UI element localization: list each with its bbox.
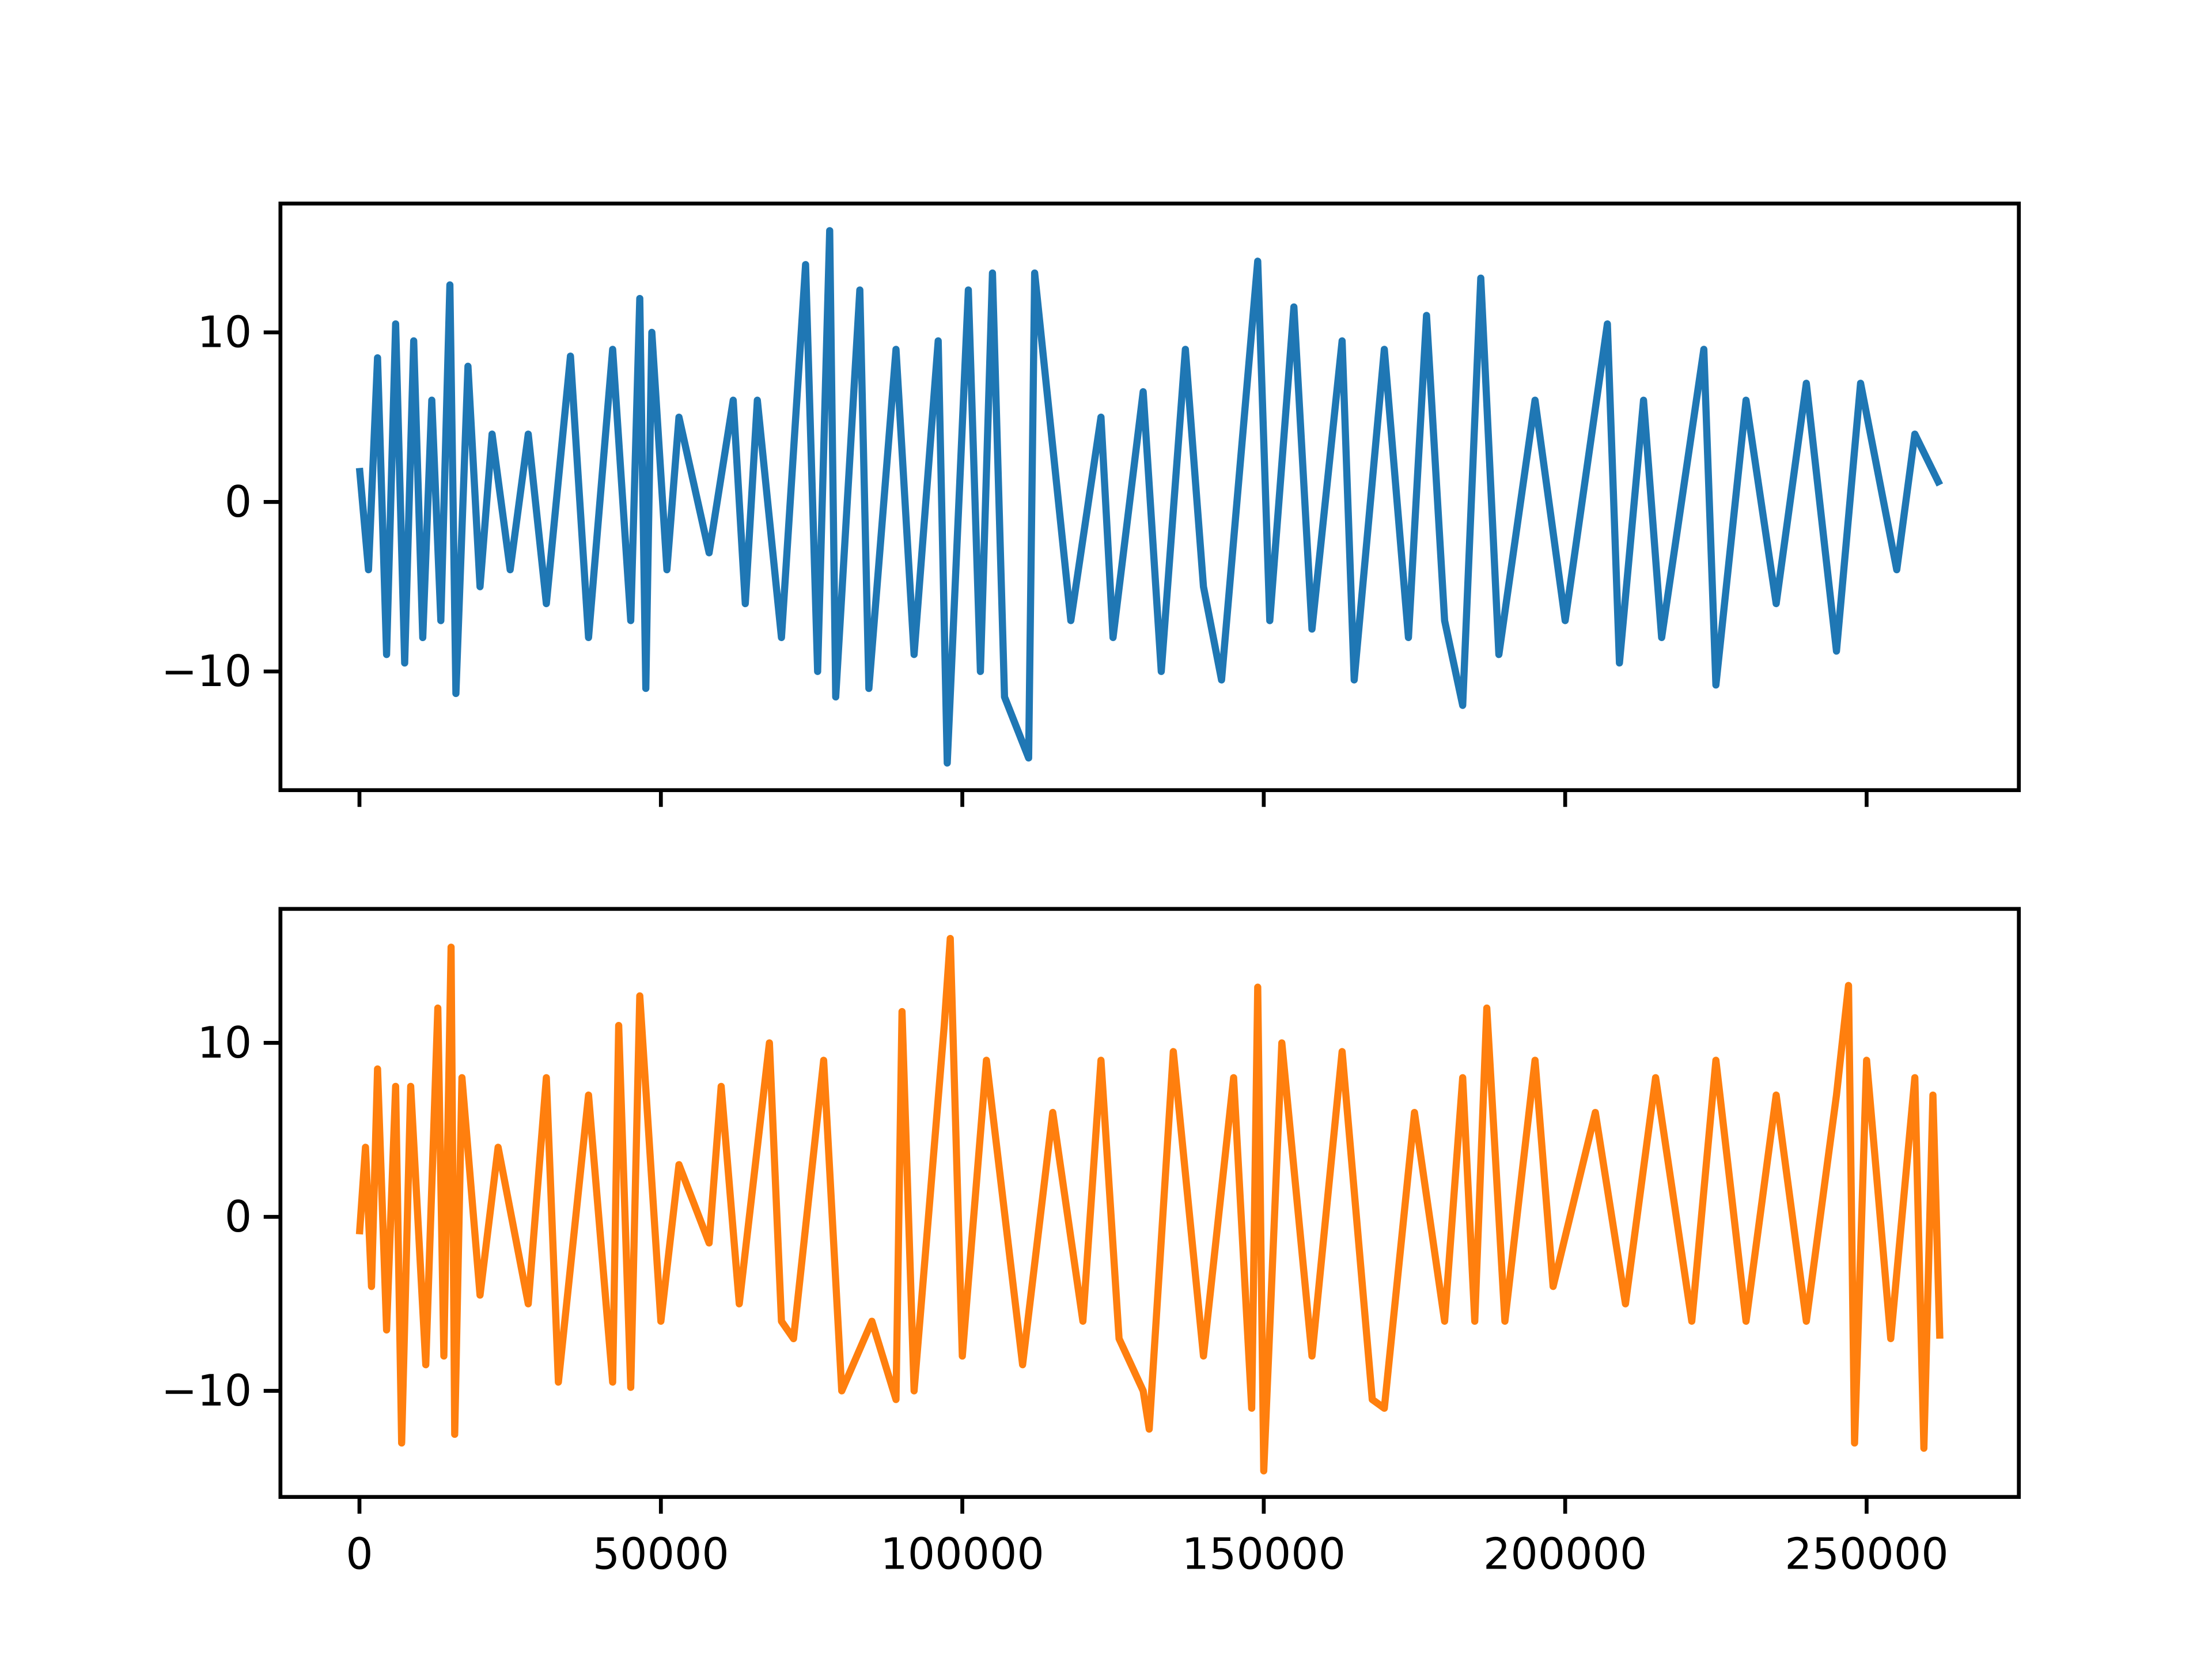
x-tick-label: 100000 [880, 1529, 1044, 1580]
y-tick-label: −10 [161, 646, 252, 696]
y-tick-label: 0 [225, 477, 252, 527]
data-line [355, 227, 1944, 767]
y-tick-label: 10 [197, 308, 252, 358]
data-line [355, 934, 1944, 1475]
axes-frame [278, 907, 2021, 1499]
y-tick-label: 0 [225, 1192, 252, 1242]
x-tick-label: 0 [346, 1529, 373, 1580]
x-tick-label: 200000 [1483, 1529, 1647, 1580]
x-tick-label: 150000 [1182, 1529, 1346, 1580]
y-tick-label: 10 [197, 1018, 252, 1068]
x-tick-label: 250000 [1785, 1529, 1948, 1580]
x-tick-label: 50000 [593, 1529, 729, 1580]
y-tick-label: −10 [161, 1366, 252, 1416]
axes-frame [278, 201, 2021, 793]
